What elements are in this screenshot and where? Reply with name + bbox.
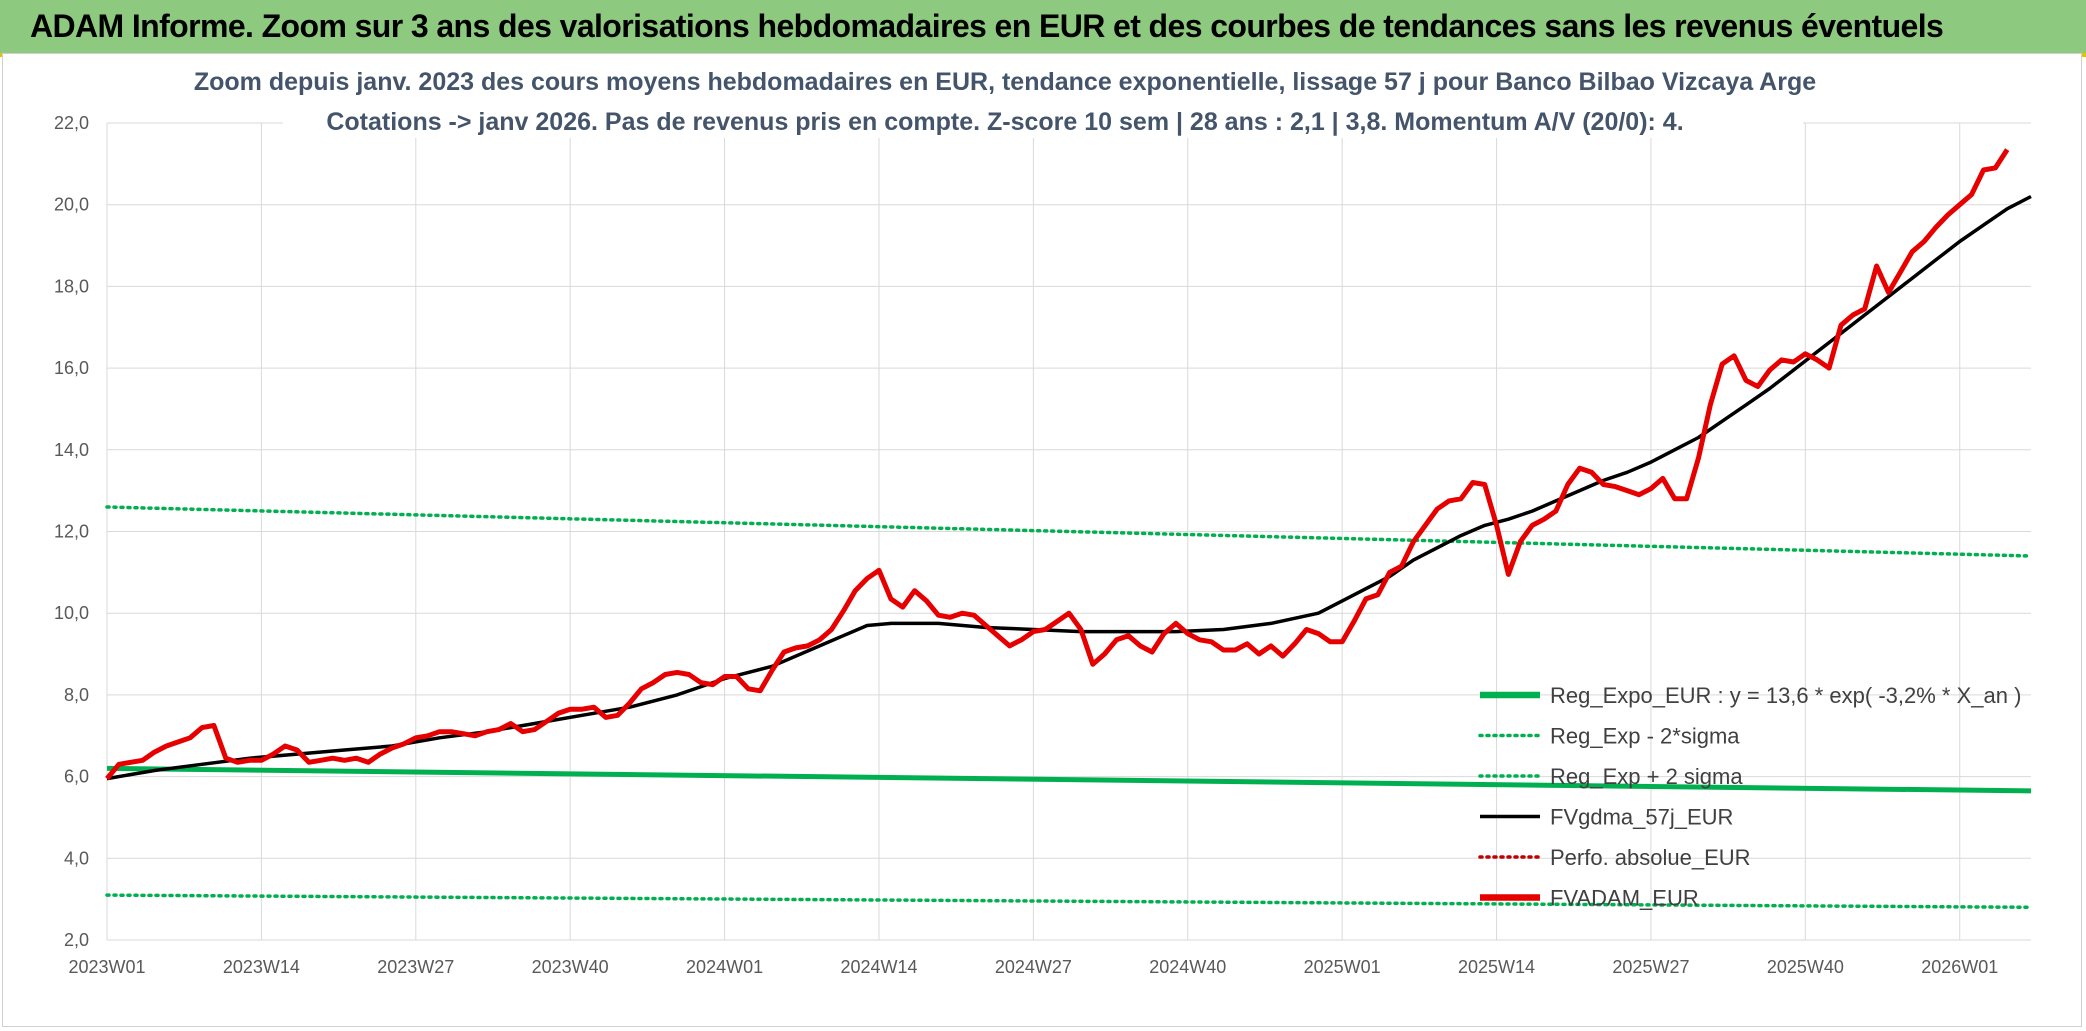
legend-label: Reg_Exp - 2*sigma bbox=[1550, 724, 1740, 749]
chart-frame: 2,0 4,0 6,0 8,0 10,0 12,0 14,0 16,0 18,0 20,0 22,0… bbox=[2, 53, 2082, 1027]
series-line bbox=[106, 194, 2032, 781]
chart-title-line: Cotations -> janv 2026. Pas de revenus p… bbox=[326, 108, 1683, 136]
x-tick-label: 2024W27 bbox=[995, 957, 1072, 977]
series-line bbox=[106, 765, 2032, 794]
series-line bbox=[105, 505, 2033, 558]
x-tick-label: 2026W01 bbox=[1921, 957, 1998, 977]
line-chart: 2,0 4,0 6,0 8,0 10,0 12,0 14,0 16,0 18,0 20,0 22,0… bbox=[54, 60, 2033, 977]
y-tick-label: 12,0 bbox=[54, 522, 89, 542]
y-tick-label: 16,0 bbox=[54, 358, 89, 378]
y-tick-label: 8,0 bbox=[64, 685, 89, 705]
header-accent-right bbox=[2080, 53, 2086, 57]
x-tick-label: 2025W14 bbox=[1458, 957, 1535, 977]
y-tick-label: 10,0 bbox=[54, 603, 89, 623]
x-tick-label: 2024W14 bbox=[840, 957, 917, 977]
x-tick-label: 2023W40 bbox=[532, 957, 609, 977]
legend-label: Perfo. absolue_EUR bbox=[1550, 845, 1751, 870]
chart-title-line: Zoom depuis janv. 2023 des cours moyens … bbox=[194, 68, 1816, 96]
x-tick-label: 2025W27 bbox=[1612, 957, 1689, 977]
legend-label: FVADAM_EUR bbox=[1550, 886, 1699, 911]
x-tick-label: 2023W27 bbox=[377, 957, 454, 977]
x-tick-label: 2023W14 bbox=[223, 957, 300, 977]
y-tick-label: 6,0 bbox=[64, 767, 89, 787]
y-tick-label: 14,0 bbox=[54, 440, 89, 460]
chart-title-background bbox=[283, 60, 1803, 138]
y-tick-label: 18,0 bbox=[54, 276, 89, 296]
y-tick-label: 4,0 bbox=[64, 848, 89, 868]
legend-label: Reg_Expo_EUR : y = 13,6 * exp( -3,2% * X… bbox=[1550, 683, 2021, 708]
x-tick-label: 2023W01 bbox=[68, 957, 145, 977]
y-tick-label: 22,0 bbox=[54, 113, 89, 133]
y-tick-label: 20,0 bbox=[54, 195, 89, 215]
x-tick-label: 2024W01 bbox=[686, 957, 763, 977]
series-line bbox=[105, 148, 2010, 781]
legend-label: Reg_Exp + 2 sigma bbox=[1550, 764, 1743, 789]
series-line bbox=[105, 893, 2033, 910]
x-tick-label: 2025W01 bbox=[1304, 957, 1381, 977]
legend-label: FVgdma_57j_EUR bbox=[1550, 805, 1733, 830]
report-title: ADAM Informe. Zoom sur 3 ans des valoris… bbox=[30, 8, 1944, 44]
report-header: ADAM Informe. Zoom sur 3 ans des valoris… bbox=[0, 0, 2086, 53]
y-tick-label: 2,0 bbox=[64, 930, 89, 950]
x-tick-label: 2025W40 bbox=[1767, 957, 1844, 977]
x-tick-label: 2024W40 bbox=[1149, 957, 1226, 977]
